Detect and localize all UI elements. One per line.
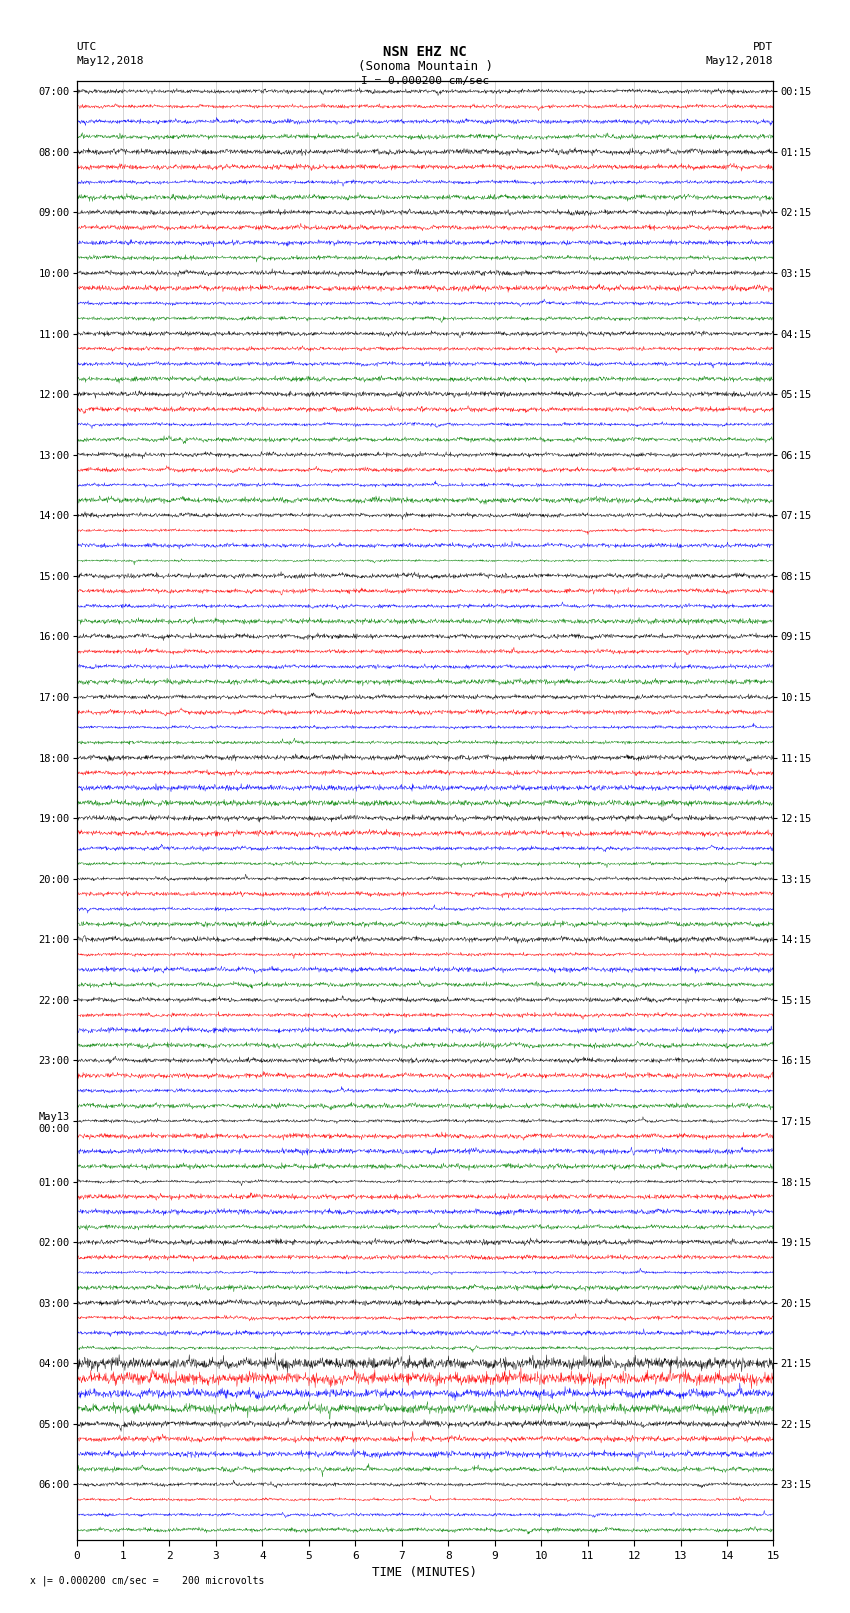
Text: (Sonoma Mountain ): (Sonoma Mountain )	[358, 60, 492, 73]
Text: NSN EHZ NC: NSN EHZ NC	[383, 45, 467, 58]
Text: May12,2018: May12,2018	[706, 56, 774, 66]
Text: UTC: UTC	[76, 42, 97, 52]
Text: x |: x |	[30, 1576, 48, 1586]
Text: = 0.000200 cm/sec =    200 microvolts: = 0.000200 cm/sec = 200 microvolts	[47, 1576, 264, 1586]
Text: PDT: PDT	[753, 42, 774, 52]
Text: May12,2018: May12,2018	[76, 56, 144, 66]
Text: I = 0.000200 cm/sec: I = 0.000200 cm/sec	[361, 76, 489, 85]
X-axis label: TIME (MINUTES): TIME (MINUTES)	[372, 1566, 478, 1579]
